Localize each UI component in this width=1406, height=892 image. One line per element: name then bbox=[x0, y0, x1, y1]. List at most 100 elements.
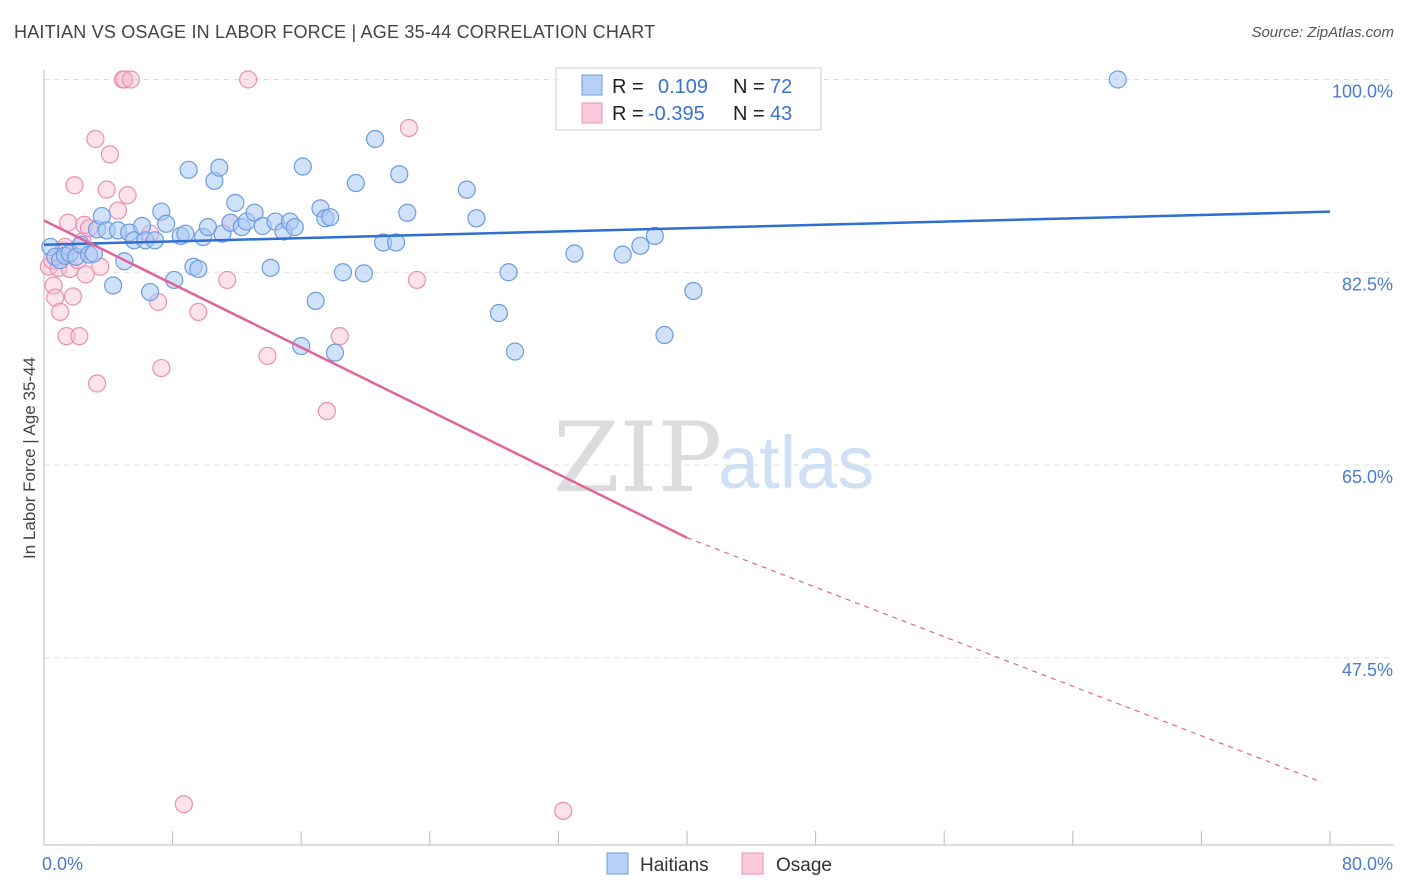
haitian-point-35 bbox=[226, 193, 245, 212]
osage-point-27 bbox=[118, 186, 137, 205]
haitian-point-19 bbox=[140, 282, 160, 302]
haitian-point-63 bbox=[499, 263, 518, 282]
legend-haitians-n-value: 72 bbox=[770, 76, 792, 98]
haitian-point-32 bbox=[210, 158, 229, 177]
series-legend: Haitians Osage bbox=[606, 852, 832, 876]
legend-haitians-r-value: 0.109 bbox=[658, 76, 708, 98]
bottom-legend-haitians-swatch bbox=[606, 852, 629, 875]
bottom-legend-osage-swatch bbox=[741, 852, 764, 875]
osage-point-36 bbox=[239, 70, 258, 89]
bottom-legend-haitians-label: Haitians bbox=[640, 855, 709, 876]
osage-point-34 bbox=[218, 270, 237, 290]
y-tick-label-0: 100.0% bbox=[1332, 82, 1393, 102]
y-tick-label-3: 47.5% bbox=[1342, 660, 1393, 680]
legend-osage-r-value: -0.395 bbox=[648, 103, 705, 125]
haitian-point-50 bbox=[321, 208, 340, 227]
osage-point-12 bbox=[65, 176, 84, 195]
haitians-trend-line bbox=[43, 210, 1331, 246]
x-tick-label-0: 0.0% bbox=[42, 854, 83, 874]
legend-haitians-swatch bbox=[581, 74, 603, 96]
osage-point-22 bbox=[97, 180, 116, 199]
haitian-point-12 bbox=[104, 276, 123, 295]
legend-osage-n-label: N = bbox=[733, 103, 765, 125]
correlation-legend: R = 0.109 N = 72 R = -0.395 N = 43 bbox=[555, 67, 822, 131]
haitian-point-46 bbox=[293, 157, 312, 176]
haitian-point-40 bbox=[261, 258, 280, 277]
haitian-point-60 bbox=[457, 180, 476, 199]
haitian-point-25 bbox=[176, 224, 195, 243]
haitian-point-64 bbox=[505, 342, 525, 361]
watermark-atlas: atlas bbox=[718, 421, 874, 504]
chart-source: Source: ZipAtlas.com bbox=[1251, 24, 1394, 41]
haitian-point-58 bbox=[390, 165, 409, 184]
haitian-point-26 bbox=[179, 160, 198, 179]
haitian-point-44 bbox=[285, 217, 304, 237]
osage-point-8 bbox=[57, 327, 76, 346]
haitian-point-38 bbox=[245, 203, 264, 222]
haitian-point-68 bbox=[645, 226, 664, 246]
haitian-point-61 bbox=[467, 209, 486, 228]
legend-osage-n-value: 43 bbox=[770, 103, 792, 125]
haitian-point-20 bbox=[145, 231, 165, 250]
trend-lines bbox=[43, 210, 1331, 783]
osage-point-38 bbox=[317, 401, 337, 421]
legend-osage-swatch bbox=[581, 102, 603, 124]
legend-osage-r-label: R = bbox=[612, 103, 644, 125]
chart-title: HAITIAN VS OSAGE IN LABOR FORCE | AGE 35… bbox=[14, 22, 656, 42]
osage-points bbox=[39, 70, 573, 820]
osage-point-42 bbox=[554, 801, 573, 820]
legend-haitians-r-label: R = bbox=[612, 76, 644, 98]
y-tick-label-2: 65.0% bbox=[1342, 467, 1393, 487]
osage-point-26 bbox=[115, 70, 134, 89]
gridlines bbox=[44, 79, 1394, 659]
osage-point-23 bbox=[100, 145, 120, 164]
osage-point-3 bbox=[46, 288, 65, 307]
axes bbox=[43, 70, 1394, 846]
watermark-zip: ZIP bbox=[553, 402, 722, 514]
haitian-point-71 bbox=[1108, 70, 1127, 89]
osage-trend-line bbox=[43, 219, 688, 539]
haitian-point-59 bbox=[398, 203, 417, 222]
watermark: ZIP atlas bbox=[553, 402, 874, 514]
bottom-legend-osage-label: Osage bbox=[776, 855, 832, 876]
haitian-point-67 bbox=[631, 236, 650, 255]
haitian-point-51 bbox=[325, 343, 345, 362]
haitian-point-52 bbox=[333, 263, 353, 282]
haitian-point-62 bbox=[489, 303, 509, 323]
y-axis-label: In Labor Force | Age 35-44 bbox=[20, 357, 39, 559]
osage-point-33 bbox=[189, 302, 208, 322]
legend-haitians-n-label: N = bbox=[733, 76, 765, 98]
osage-point-5 bbox=[50, 302, 70, 322]
x-tick-label-1: 80.0% bbox=[1342, 854, 1393, 874]
haitian-point-55 bbox=[366, 129, 385, 149]
osage-point-28 bbox=[121, 70, 140, 89]
osage-point-11 bbox=[63, 287, 83, 306]
tick-labels: 100.0% 82.5% 65.0% 47.5% 0.0% 80.0% bbox=[42, 82, 1393, 875]
haitian-points bbox=[41, 70, 1127, 362]
haitian-point-69 bbox=[655, 325, 674, 345]
osage-point-20 bbox=[87, 374, 107, 393]
osage-trend-line-extension bbox=[686, 537, 1323, 783]
osage-point-17 bbox=[76, 265, 95, 284]
osage-point-31 bbox=[152, 358, 171, 378]
osage-point-32 bbox=[174, 795, 193, 814]
haitian-point-65 bbox=[565, 244, 584, 263]
haitian-point-66 bbox=[613, 245, 632, 264]
osage-point-24 bbox=[108, 201, 128, 220]
osage-point-37 bbox=[258, 346, 277, 366]
haitian-point-70 bbox=[684, 281, 703, 301]
osage-point-40 bbox=[399, 118, 419, 138]
osage-point-39 bbox=[330, 327, 349, 346]
haitian-point-53 bbox=[346, 173, 365, 193]
haitian-point-22 bbox=[157, 214, 176, 233]
osage-point-19 bbox=[86, 129, 105, 149]
y-tick-label-1: 82.5% bbox=[1342, 274, 1393, 294]
haitian-point-57 bbox=[386, 233, 406, 252]
osage-point-41 bbox=[407, 270, 427, 290]
haitian-point-54 bbox=[354, 264, 373, 283]
haitian-point-47 bbox=[306, 291, 325, 310]
haitian-point-28 bbox=[189, 259, 208, 279]
osage-point-14 bbox=[70, 327, 89, 346]
x-ticks bbox=[172, 831, 1331, 845]
